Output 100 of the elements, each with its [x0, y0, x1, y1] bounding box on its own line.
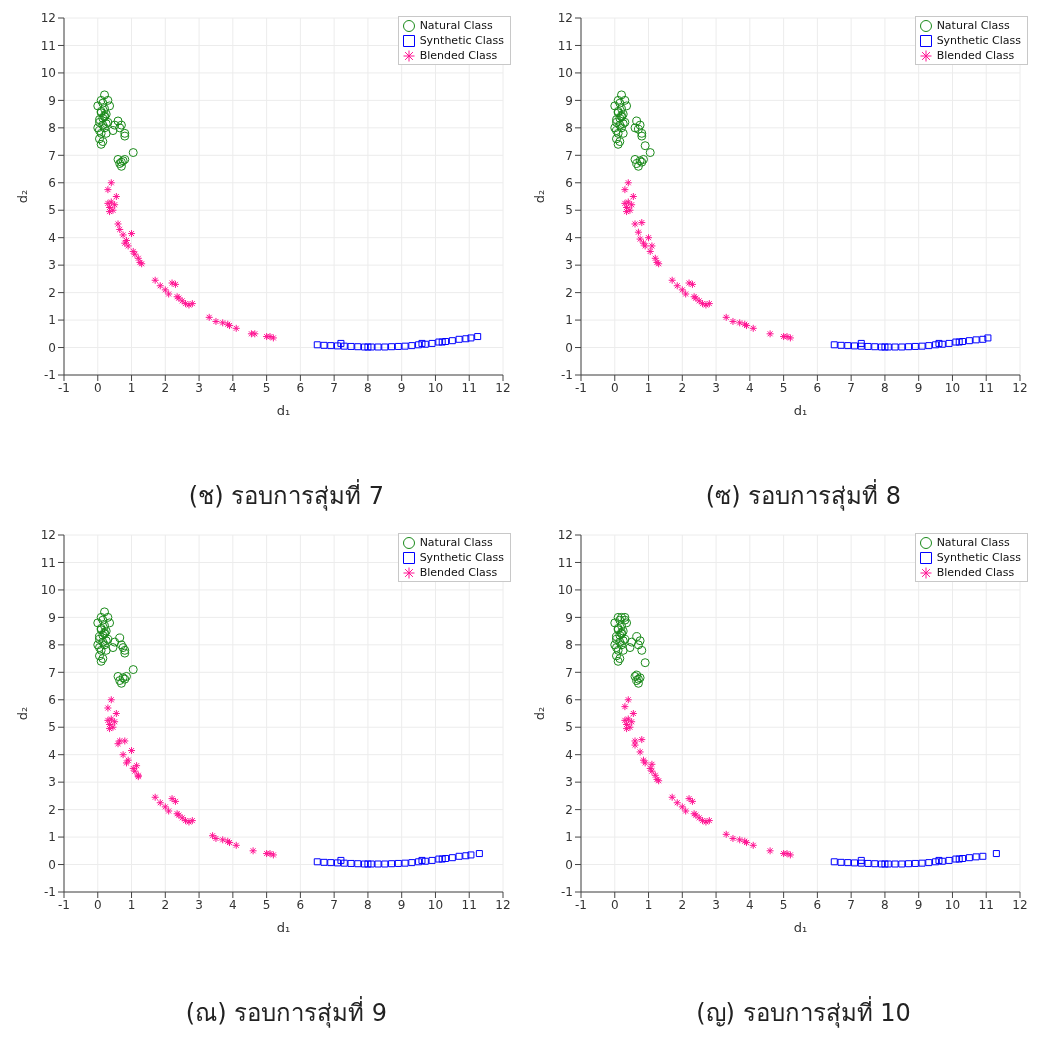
x-tick-label: 8: [364, 380, 372, 395]
point: [105, 618, 115, 628]
point: [632, 116, 642, 126]
point: [161, 285, 170, 294]
y-tick-label: 12: [557, 528, 573, 543]
point: [624, 178, 633, 187]
y-tick-label: -1: [44, 885, 56, 900]
point: [232, 841, 241, 850]
point: [103, 612, 113, 622]
x-tick-label: 4: [746, 380, 754, 395]
y-tick-label: 12: [40, 11, 56, 26]
point: [952, 338, 960, 346]
point: [94, 651, 104, 661]
point: [647, 760, 656, 769]
point: [668, 276, 677, 285]
point: [132, 761, 141, 770]
x-tick-label: 12: [1012, 897, 1028, 912]
x-tick-label: 12: [1012, 380, 1028, 395]
text: (ณ) รอบการสุ่มที่ 9: [184, 995, 389, 1030]
point: [622, 724, 631, 733]
x-tick-label: 6: [296, 897, 305, 912]
legend-label: Blended Class: [936, 566, 1015, 579]
point: [218, 318, 227, 327]
y-tick-label: 4: [565, 230, 573, 245]
point: [837, 858, 845, 866]
point: [421, 340, 429, 348]
point: [972, 336, 980, 344]
point: [898, 860, 906, 868]
point: [101, 128, 111, 138]
point: [932, 341, 940, 349]
point: [735, 835, 744, 844]
point: [100, 621, 110, 631]
point: [911, 342, 919, 350]
point: [467, 851, 475, 859]
point: [448, 337, 456, 345]
x-tick-label: 5: [779, 380, 788, 395]
point: [891, 343, 899, 351]
y-tick-label: 5: [565, 203, 573, 218]
point: [637, 645, 647, 655]
x-tick-label: 12: [495, 380, 511, 395]
point: [113, 671, 123, 681]
point: [722, 313, 731, 322]
point: [935, 339, 943, 347]
y-tick-label: 3: [565, 775, 573, 790]
y-tick-label: 7: [565, 148, 573, 163]
legend-label: Blended Class: [419, 49, 498, 62]
point: [93, 618, 103, 628]
y-tick-label: 5: [565, 720, 573, 735]
point: [955, 338, 963, 346]
x-axis-title: d₁: [793, 920, 808, 935]
point: [629, 709, 638, 718]
point: [634, 228, 643, 237]
point: [151, 276, 160, 285]
y-tick-label: 2: [565, 285, 573, 300]
point: [632, 632, 642, 642]
x-tick-label: 9: [914, 897, 923, 912]
x-tick-label: 10: [944, 380, 961, 395]
point: [113, 116, 123, 126]
point: [475, 850, 483, 858]
x-tick-label: 4: [229, 380, 237, 395]
y-tick-label: 11: [557, 38, 573, 53]
point: [851, 342, 859, 350]
point: [972, 853, 980, 861]
point: [367, 343, 375, 351]
x-tick-label: -1: [575, 380, 587, 395]
y-tick-label: 9: [48, 610, 56, 625]
x-tick-label: 6: [813, 380, 822, 395]
point: [103, 716, 112, 725]
point: [164, 806, 173, 815]
point: [455, 335, 463, 343]
point: [673, 281, 682, 290]
point: [448, 854, 456, 862]
point: [408, 859, 416, 867]
x-tick-label: 6: [296, 380, 305, 395]
x-tick-label: 7: [330, 897, 338, 912]
point: [881, 343, 889, 351]
point: [320, 341, 328, 349]
point: [786, 850, 795, 859]
point: [633, 640, 643, 650]
text: (ช) รอบการสุ่มที่ 7: [187, 478, 386, 513]
point: [620, 716, 629, 725]
point: [881, 860, 889, 868]
point: [959, 855, 967, 862]
y-tick-label: 8: [48, 121, 56, 136]
point: [374, 343, 382, 351]
x-tick-label: 8: [364, 897, 372, 912]
point: [945, 856, 953, 864]
x-tick-label: 6: [813, 897, 822, 912]
y-tick-label: 2: [48, 285, 56, 300]
point: [467, 334, 475, 342]
y-tick-label: 1: [48, 313, 56, 328]
y-tick-label: 4: [565, 747, 573, 762]
y-tick-label: 9: [565, 93, 573, 108]
y-tick-label: 11: [40, 555, 56, 570]
point: [337, 339, 345, 347]
point: [94, 134, 104, 144]
y-tick-label: 8: [565, 121, 573, 136]
point: [320, 858, 328, 866]
point: [156, 281, 165, 290]
point: [115, 633, 125, 643]
